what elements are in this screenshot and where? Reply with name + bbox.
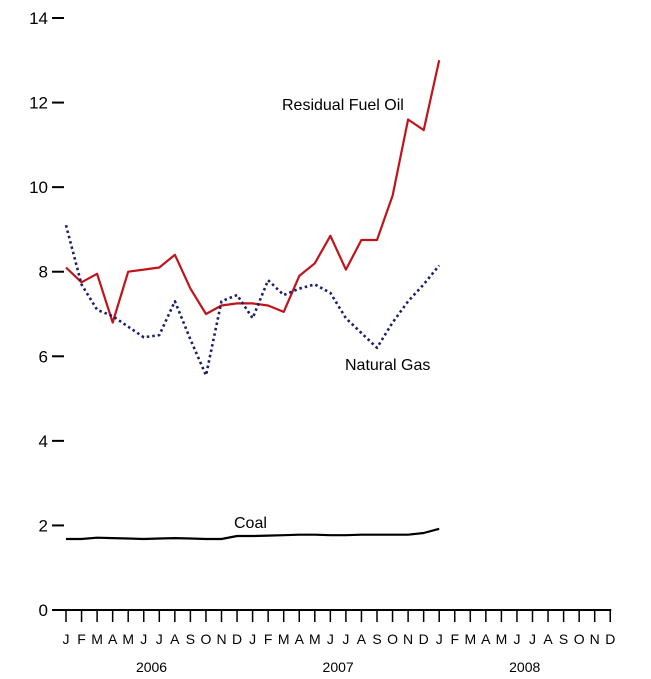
x-month-label: F [77,631,86,647]
x-month-label: J [156,631,163,647]
x-month-label: M [91,631,103,647]
x-month-label: A [543,631,553,647]
x-month-label: O [387,631,398,647]
x-month-label: M [464,631,476,647]
series-line-natural-gas [64,224,441,377]
x-month-label: J [140,631,147,647]
x-month-label: A [357,631,367,647]
x-month-label: S [559,631,568,647]
x-month-label: D [419,631,429,647]
x-month-label: A [481,631,491,647]
x-month-label: M [496,631,508,647]
x-month-label: D [232,631,242,647]
x-month-label: J [513,631,520,647]
series-layer [64,60,441,541]
x-month-label: O [201,631,212,647]
x-year-label: 2007 [323,659,354,675]
x-month-label: S [372,631,381,647]
y-tick-label: 10 [29,178,48,197]
y-axis: 0 2 4 6 8 10 12 14 [29,9,64,620]
y-tick-label: 2 [39,516,48,535]
x-axis: J F M A M J J A S O N D J F M A M J J A S O N D J F M A M J J A S O N D2006… [52,609,615,675]
x-month-label: J [529,631,536,647]
series-line-coal [66,527,440,541]
x-month-label: A [295,631,305,647]
x-month-label: N [403,631,413,647]
x-month-label: J [327,631,334,647]
y-tick-label: 4 [39,432,48,451]
x-month-label: S [186,631,195,647]
y-tick-label: 8 [39,263,48,282]
y-tick-label: 0 [39,601,48,620]
series-label-residual-fuel-oil: Residual Fuel Oil [282,97,404,114]
x-month-label: J [249,631,256,647]
x-month-label: M [122,631,134,647]
y-tick-label: 12 [29,94,48,113]
x-month-label: M [309,631,321,647]
x-month-label: F [450,631,459,647]
x-month-label: M [278,631,290,647]
x-month-label: D [605,631,615,647]
series-label-natural-gas: Natural Gas [345,357,430,374]
series-label-coal: Coal [234,515,267,532]
x-month-label: J [63,631,70,647]
y-tick-label: 6 [39,347,48,366]
x-year-label: 2006 [136,659,167,675]
x-month-label: N [590,631,600,647]
x-month-label: N [216,631,226,647]
x-month-label: J [436,631,443,647]
x-month-label: J [342,631,349,647]
x-month-label: F [264,631,273,647]
x-month-label: O [574,631,585,647]
x-month-label: A [108,631,118,647]
y-tick-label: 14 [29,9,48,28]
series-line-residual-fuel-oil [65,60,441,324]
x-month-label: A [170,631,180,647]
x-year-label: 2008 [509,659,540,675]
